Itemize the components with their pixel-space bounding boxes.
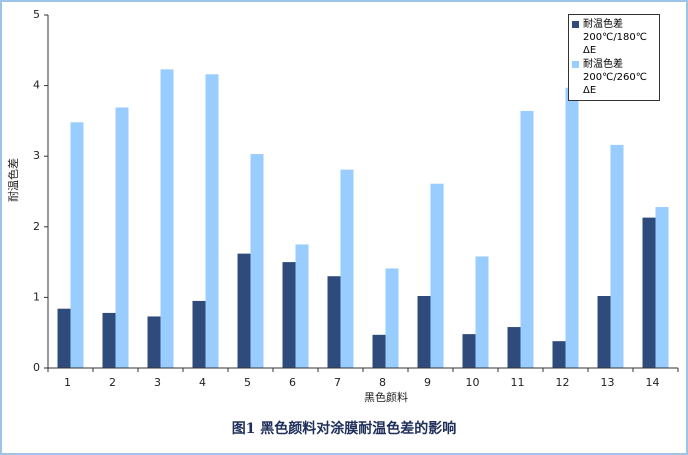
bar xyxy=(340,169,354,368)
x-tick-label: 14 xyxy=(646,376,660,389)
x-tick-label: 2 xyxy=(109,376,116,389)
x-tick-label: 3 xyxy=(154,376,161,389)
y-tick-label: 4 xyxy=(33,79,40,92)
bar xyxy=(655,207,669,368)
x-tick-label: 12 xyxy=(556,376,570,389)
bar xyxy=(147,316,161,368)
bar xyxy=(430,183,444,368)
x-tick-label: 9 xyxy=(424,376,431,389)
legend-swatch xyxy=(572,21,579,28)
bar xyxy=(462,334,476,368)
bar xyxy=(237,253,251,368)
y-tick-label: 0 xyxy=(33,361,40,374)
x-tick-label: 6 xyxy=(289,376,296,389)
bar xyxy=(205,74,219,368)
x-tick-label: 10 xyxy=(466,376,480,389)
bar xyxy=(115,107,129,369)
legend-label: 耐温色差200℃/180℃ ΔE xyxy=(583,19,648,56)
y-tick-label: 3 xyxy=(33,149,40,162)
bar xyxy=(565,87,579,368)
bar xyxy=(507,327,521,368)
legend: 耐温色差200℃/180℃ ΔE 耐温色差200℃/260℃ ΔE xyxy=(568,14,660,101)
bar xyxy=(57,308,71,368)
x-axis-label: 黑色颜料 xyxy=(364,390,408,404)
legend-item: 耐温色差200℃/180℃ ΔE xyxy=(571,18,657,57)
bar xyxy=(372,334,386,368)
bar xyxy=(250,154,264,368)
bar xyxy=(385,268,399,368)
bar xyxy=(610,144,624,368)
bar xyxy=(282,262,296,368)
x-tick-label: 11 xyxy=(511,376,525,389)
x-tick-label: 7 xyxy=(334,376,341,389)
bar xyxy=(417,295,431,368)
x-tick-label: 8 xyxy=(379,376,386,389)
legend-label: 耐温色差200℃/260℃ ΔE xyxy=(583,59,648,96)
bar xyxy=(475,256,489,368)
x-tick-label: 4 xyxy=(199,376,206,389)
bar xyxy=(295,244,309,368)
y-tick-label: 5 xyxy=(33,8,40,21)
bar xyxy=(520,111,534,369)
bar xyxy=(327,276,341,368)
bar xyxy=(642,217,656,368)
bar xyxy=(102,312,116,368)
x-tick-label: 5 xyxy=(244,376,251,389)
bar xyxy=(160,69,174,368)
x-tick-label: 13 xyxy=(601,376,615,389)
y-tick-label: 1 xyxy=(33,290,40,303)
x-tick-label: 1 xyxy=(64,376,71,389)
caption: 图1 黑色颜料对涂膜耐温色差的影响 xyxy=(232,420,457,437)
bar xyxy=(597,295,611,368)
y-tick-label: 2 xyxy=(33,220,40,233)
legend-swatch xyxy=(572,61,579,68)
bar xyxy=(552,341,566,368)
bar xyxy=(192,300,206,368)
bar xyxy=(70,122,84,368)
legend-item: 耐温色差200℃/260℃ ΔE xyxy=(571,58,657,97)
y-axis-label: 耐温色差 xyxy=(6,158,20,202)
